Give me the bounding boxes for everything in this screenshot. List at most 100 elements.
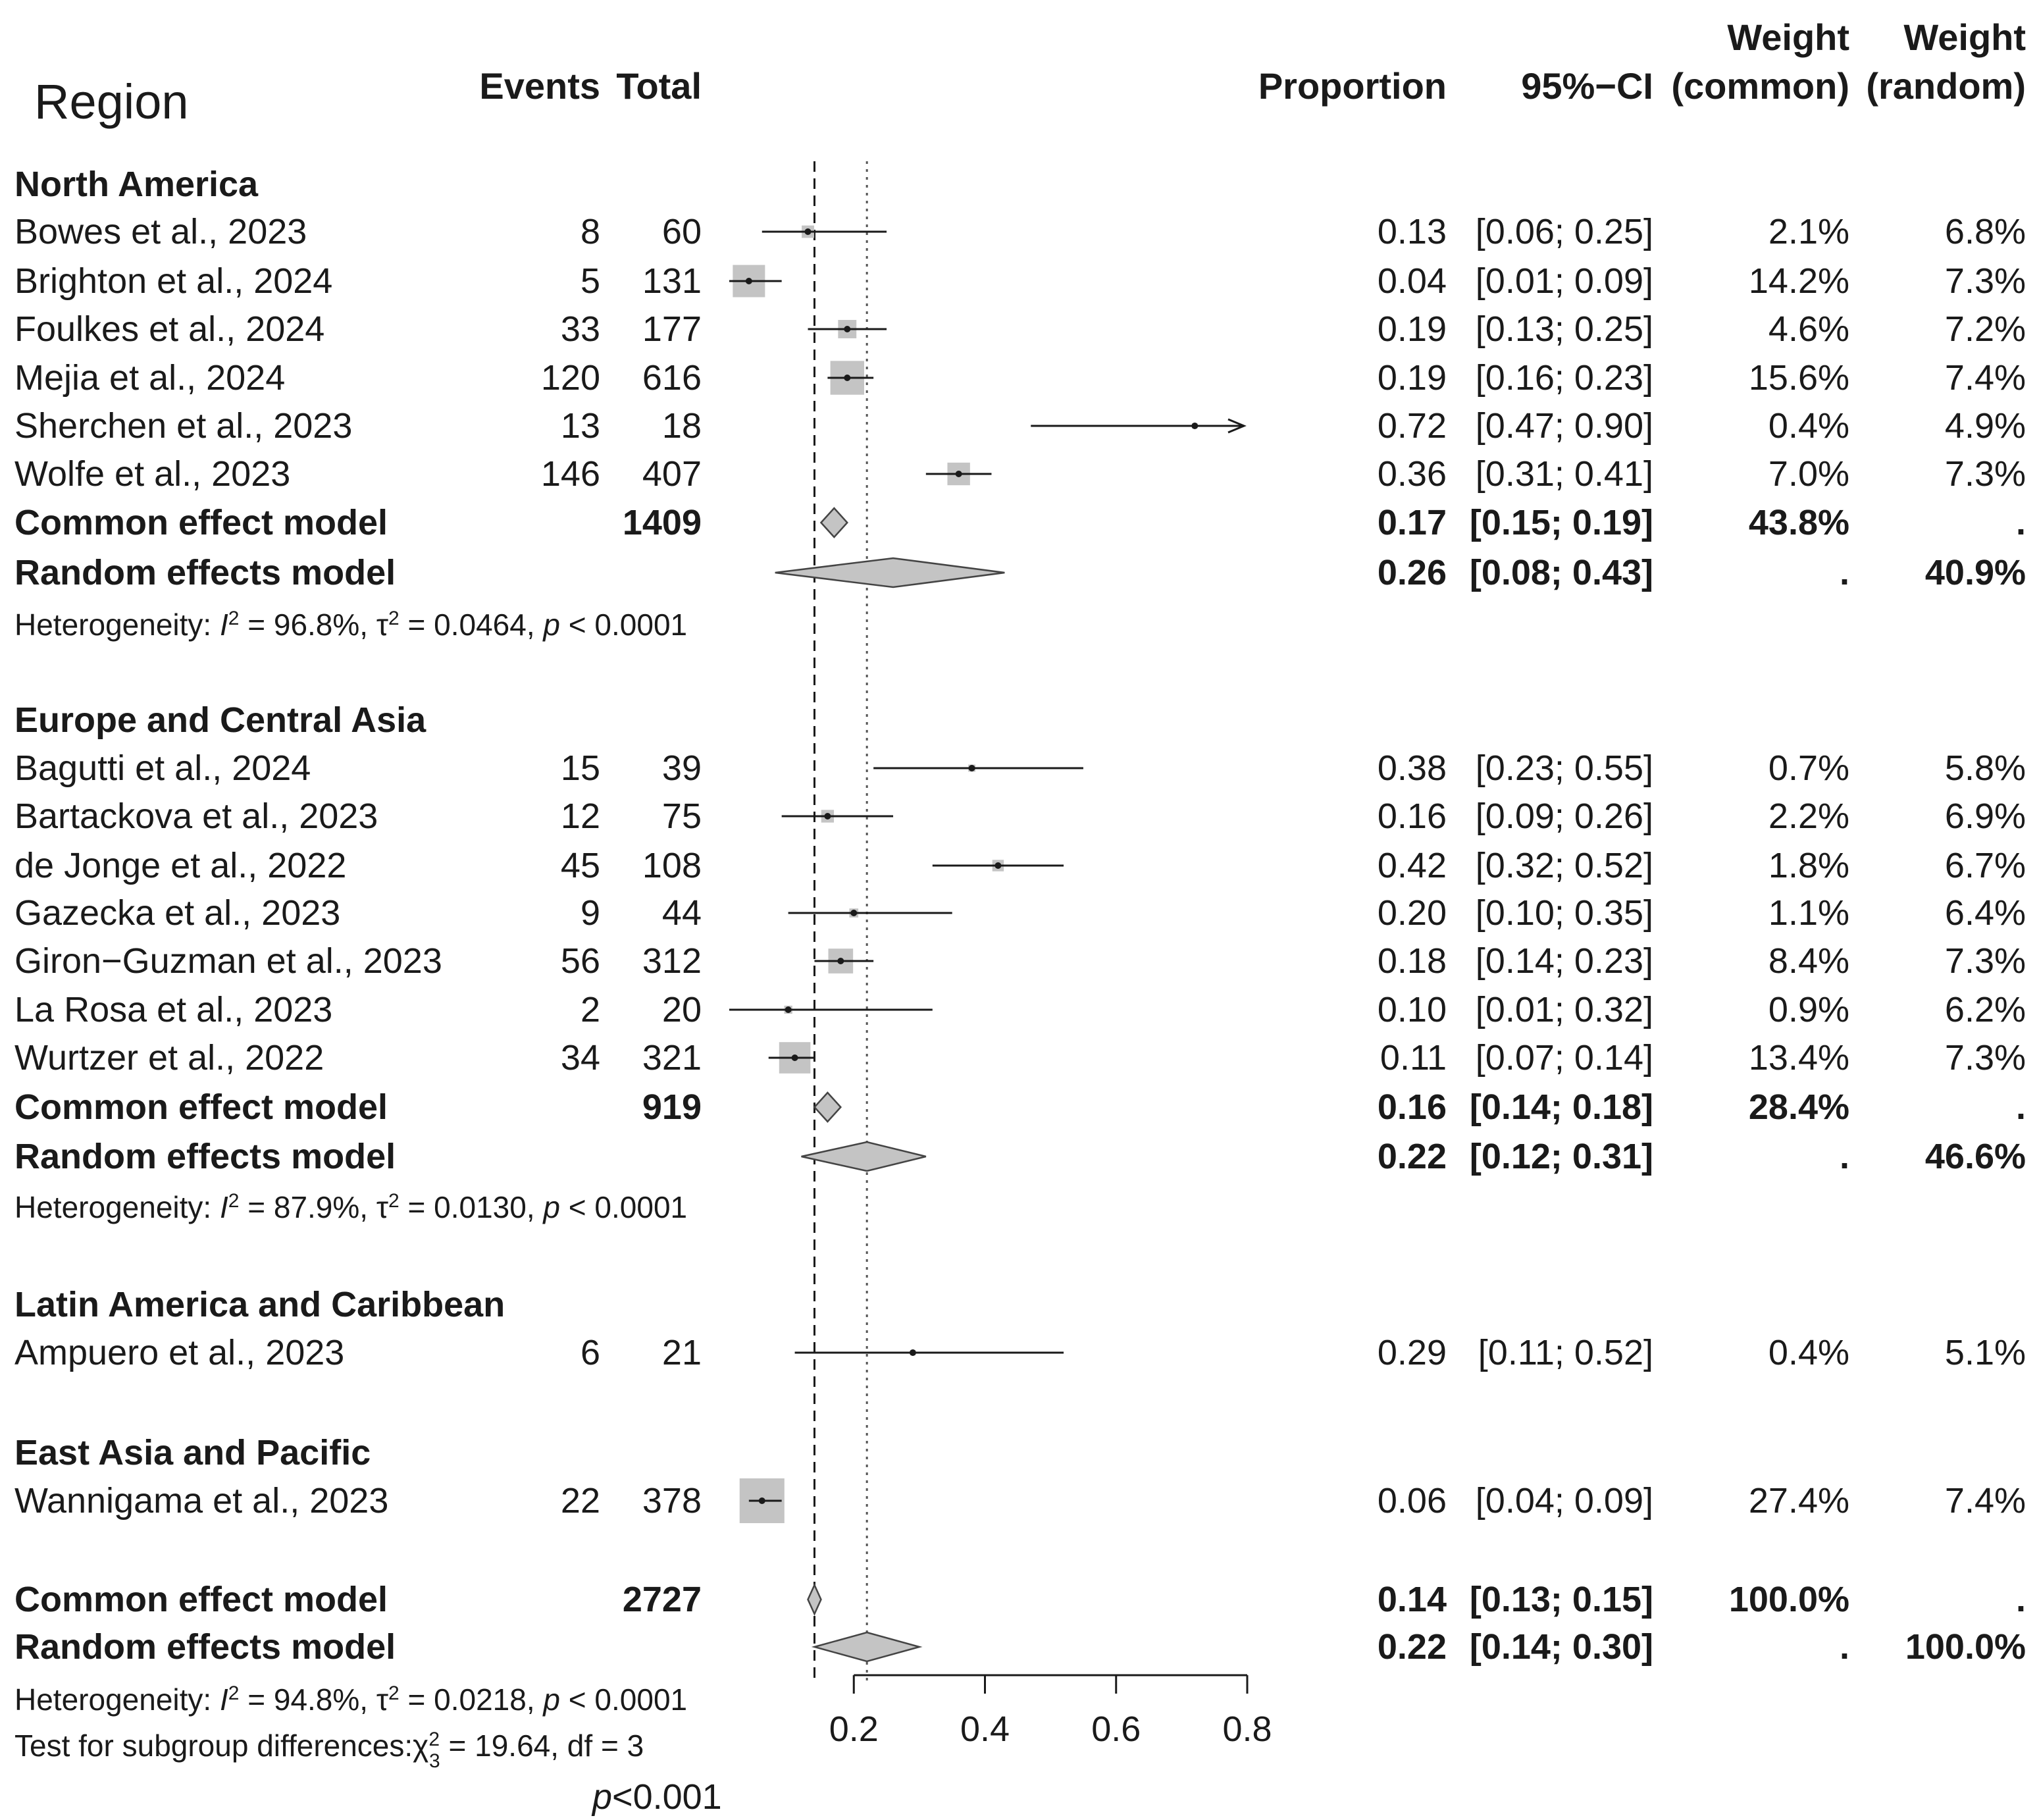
study-row-3-weight-random: 7.4%: [1945, 358, 2026, 398]
group-2-random-weight-random: 46.6%: [1925, 1137, 2026, 1176]
study-row-1-weight-common: 14.2%: [1749, 261, 1849, 301]
study-row-12-weight-common: 13.4%: [1749, 1038, 1849, 1078]
study-row-11-ci: [0.01; 0.32]: [1476, 990, 1653, 1029]
study-row-2-ci: [0.13; 0.25]: [1476, 309, 1653, 349]
subgroup-test: Test for subgroup differences:χ2 3 = 19.6…: [14, 1729, 644, 1772]
study-ci-arrow-4: [1227, 418, 1247, 434]
study-row-2-events: 33: [561, 309, 600, 349]
group-1-random-label: Random effects model: [14, 553, 396, 592]
overall-random-ci: [0.14; 0.30]: [1470, 1627, 1653, 1667]
group-1-random-weight-random: 40.9%: [1925, 553, 2026, 592]
study-row-14-weight-random: 7.4%: [1945, 1481, 2026, 1521]
study-row-6-weight-random: 5.8%: [1945, 748, 2026, 788]
study-row-3-label: Mejia et al., 2024: [14, 358, 285, 398]
study-row-10-events: 56: [561, 941, 600, 981]
page-title: Region: [34, 74, 189, 129]
header-weight-common-l2: (common): [1671, 65, 1849, 107]
study-row-0-label: Bowes et al., 2023: [14, 212, 307, 251]
study-row-13-proportion: 0.29: [1378, 1333, 1447, 1372]
study-row-0-events: 8: [581, 212, 600, 251]
study-row-4-events: 13: [561, 406, 600, 446]
study-row-0-weight-random: 6.8%: [1945, 212, 2026, 251]
study-row-5-ci: [0.31; 0.41]: [1476, 454, 1653, 494]
group-1-random-diamond: [775, 557, 1005, 588]
study-row-6-label: Bagutti et al., 2024: [14, 748, 311, 788]
study-row-3-weight-common: 15.6%: [1749, 358, 1849, 398]
study-row-14-total: 378: [642, 1481, 702, 1521]
study-row-7-weight-common: 2.2%: [1768, 796, 1849, 836]
group-1-common-weight-random: .: [2016, 503, 2026, 542]
overall-random-diamond: [811, 1631, 923, 1663]
overall-common-diamond: [807, 1582, 822, 1617]
study-row-2-weight-random: 7.2%: [1945, 309, 2026, 349]
study-row-5-label: Wolfe et al., 2023: [14, 454, 290, 494]
study-row-7-label: Bartackova et al., 2023: [14, 796, 378, 836]
x-axis-tick-label-0: 0.2: [829, 1709, 879, 1749]
header-weight-random-l1: Weight: [1903, 16, 2026, 58]
study-row-1-total: 131: [642, 261, 702, 301]
study-row-12-total: 321: [642, 1038, 702, 1078]
header-proportion: Proportion: [1258, 65, 1447, 107]
group-2-random-proportion: 0.22: [1378, 1137, 1447, 1176]
study-row-7-events: 12: [561, 796, 600, 836]
group-2-common-diamond: [813, 1091, 842, 1123]
study-row-8-events: 45: [561, 846, 600, 885]
group-2-random-diamond: [801, 1141, 927, 1172]
x-axis-tick-label-3: 0.8: [1222, 1709, 1272, 1749]
study-point-14: [758, 1497, 765, 1504]
group-heading-4: East Asia and Pacific: [14, 1433, 371, 1472]
group-1-common-weight-common: 43.8%: [1749, 503, 1849, 542]
study-row-0-total: 60: [662, 212, 702, 251]
study-row-3-total: 616: [642, 358, 702, 398]
study-row-0-weight-common: 2.1%: [1768, 212, 1849, 251]
study-row-11-proportion: 0.10: [1378, 990, 1447, 1029]
study-row-7-total: 75: [662, 796, 702, 836]
study-point-5: [955, 471, 962, 477]
study-row-10-total: 312: [642, 941, 702, 981]
study-point-3: [844, 375, 851, 381]
overall-random-label: Random effects model: [14, 1627, 396, 1667]
study-row-6-proportion: 0.38: [1378, 748, 1447, 788]
group-1-common-proportion: 0.17: [1378, 503, 1447, 542]
overall-common-proportion: 0.14: [1378, 1580, 1447, 1619]
study-point-11: [785, 1006, 792, 1013]
study-point-4: [1191, 423, 1199, 429]
study-row-5-events: 146: [541, 454, 600, 494]
study-row-6-ci: [0.23; 0.55]: [1476, 748, 1653, 788]
study-row-10-label: Giron−Guzman et al., 2023: [14, 941, 442, 981]
study-row-12-weight-random: 7.3%: [1945, 1038, 2026, 1078]
overall-common-weight-common: 100.0%: [1729, 1580, 1849, 1619]
study-row-8-proportion: 0.42: [1378, 846, 1447, 885]
study-point-0: [804, 228, 812, 235]
header-events: Events: [479, 65, 600, 107]
study-row-6-weight-common: 0.7%: [1768, 748, 1849, 788]
study-row-14-ci: [0.04; 0.09]: [1476, 1481, 1653, 1521]
study-row-9-proportion: 0.20: [1378, 893, 1447, 933]
study-row-12-label: Wurtzer et al., 2022: [14, 1038, 324, 1078]
header-ci: 95%−CI: [1521, 65, 1653, 107]
study-row-2-weight-common: 4.6%: [1768, 309, 1849, 349]
study-row-4-total: 18: [662, 406, 702, 446]
header-weight-random-l2: (random): [1866, 65, 2026, 107]
overall-p-note: p<0.001: [591, 1777, 722, 1817]
study-row-2-total: 177: [642, 309, 702, 349]
study-row-0-ci: [0.06; 0.25]: [1476, 212, 1653, 251]
study-row-9-weight-common: 1.1%: [1768, 893, 1849, 933]
study-row-13-weight-random: 5.1%: [1945, 1333, 2026, 1372]
study-row-8-weight-common: 1.8%: [1768, 846, 1849, 885]
study-row-14-proportion: 0.06: [1378, 1481, 1447, 1521]
study-point-8: [994, 862, 1002, 869]
study-row-6-total: 39: [662, 748, 702, 788]
study-row-9-ci: [0.10; 0.35]: [1476, 893, 1653, 933]
study-row-9-total: 44: [662, 893, 702, 933]
study-row-1-events: 5: [581, 261, 600, 301]
study-row-8-ci: [0.32; 0.52]: [1476, 846, 1653, 885]
overall-common-total: 2727: [623, 1580, 702, 1619]
study-point-1: [745, 278, 752, 284]
study-row-2-proportion: 0.19: [1378, 309, 1447, 349]
study-row-7-proportion: 0.16: [1378, 796, 1447, 836]
study-row-10-ci: [0.14; 0.23]: [1476, 941, 1653, 981]
group-2-heterogeneity: Heterogeneity: I2 = 87.9%, τ2 = 0.0130, …: [14, 1190, 687, 1225]
study-row-10-weight-random: 7.3%: [1945, 941, 2026, 981]
study-row-4-proportion: 0.72: [1378, 406, 1447, 446]
